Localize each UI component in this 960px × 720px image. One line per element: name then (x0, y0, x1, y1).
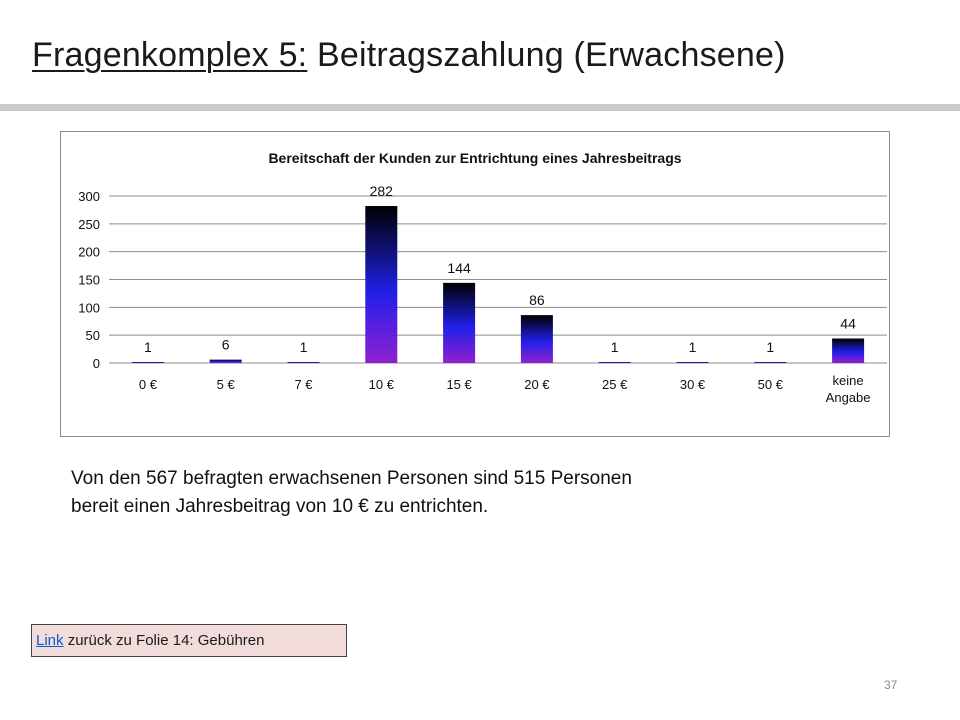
bar (287, 362, 320, 363)
y-tick-label: 150 (78, 273, 100, 288)
x-tick-label: 7 € (294, 377, 313, 392)
bar (365, 206, 398, 363)
data-label: 86 (529, 292, 545, 308)
back-link-text: zurück zu Folie 14: Gebühren (63, 632, 265, 649)
data-label: 6 (222, 337, 230, 353)
y-tick-label: 300 (78, 189, 100, 204)
slide-title: Fragenkomplex 5: Beitragszahlung (Erwach… (32, 36, 786, 75)
bar (832, 338, 865, 363)
x-tick-label: 15 € (446, 377, 472, 392)
data-label: 1 (611, 339, 619, 355)
data-label: 1 (766, 339, 774, 355)
summary-text: Von den 567 befragten erwachsenen Person… (71, 465, 831, 521)
data-label: 1 (144, 339, 152, 355)
y-tick-label: 200 (78, 245, 100, 260)
data-label: 282 (370, 183, 394, 199)
summary-line-2: bereit einen Jahresbeitrag von 10 € zu e… (71, 496, 489, 517)
y-tick-label: 100 (78, 300, 100, 315)
back-link-box: Link zurück zu Folie 14: Gebühren (31, 624, 347, 657)
slide-title-rest: Beitragszahlung (Erwachsene) (317, 36, 786, 74)
bar (598, 362, 631, 363)
x-tick-label: 10 € (369, 377, 395, 392)
x-tick-label: 30 € (680, 377, 706, 392)
x-tick-label: 25 € (602, 377, 628, 392)
data-label: 1 (689, 339, 697, 355)
data-label: 1 (300, 339, 308, 355)
x-tick-label: 0 € (139, 377, 158, 392)
summary-line-1: Von den 567 befragten erwachsenen Person… (71, 468, 632, 489)
slide-title-prefix: Fragenkomplex 5: (32, 36, 308, 74)
y-tick-label: 250 (78, 217, 100, 232)
x-tick-label-line: keine (833, 373, 864, 388)
data-label: 144 (447, 260, 471, 276)
page-number: 37 (884, 678, 898, 692)
grid-layer (109, 195, 887, 364)
bar-chart: Bereitschaft der Kunden zur Entrichtung … (78, 150, 887, 405)
bar (754, 362, 787, 363)
x-tick-label: keine Angabe (826, 373, 871, 405)
chart-title: Bereitschaft der Kunden zur Entrichtung … (268, 150, 681, 166)
x-tick-label-line: Angabe (826, 390, 871, 405)
chart-frame: Bereitschaft der Kunden zur Entrichtung … (60, 131, 890, 437)
x-tick-label: 20 € (524, 377, 550, 392)
bar (676, 362, 709, 363)
bar-layer (131, 206, 865, 363)
y-tick-label: 50 (86, 328, 100, 343)
x-tick-label: 50 € (758, 377, 784, 392)
x-tick-label: 5 € (217, 377, 236, 392)
data-label: 44 (840, 316, 856, 332)
title-divider (0, 104, 960, 111)
bar (209, 359, 242, 363)
y-tick-label: 0 (93, 356, 100, 371)
bar (131, 362, 164, 363)
back-link[interactable]: Link (36, 632, 64, 649)
bar (443, 282, 476, 363)
bar (520, 315, 553, 363)
